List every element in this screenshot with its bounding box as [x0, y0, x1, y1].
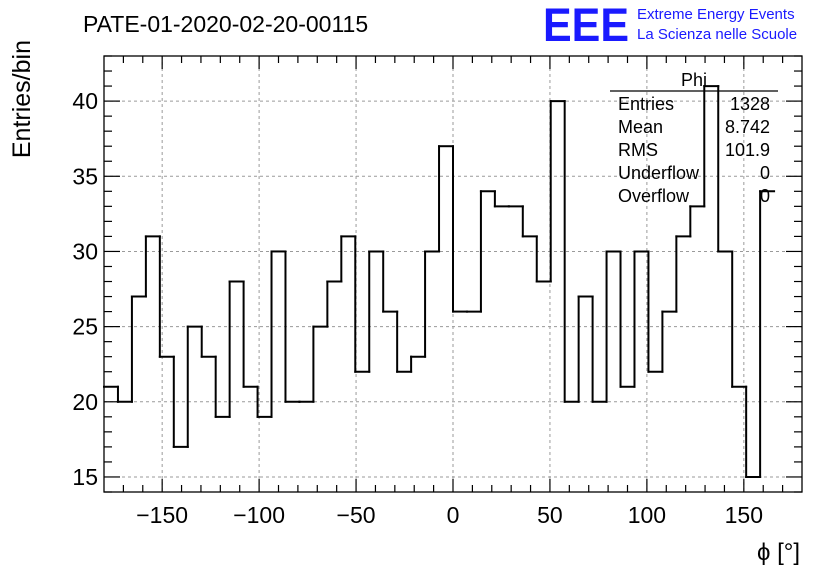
y-tick-label: 15	[72, 464, 98, 490]
x-tick-label: −50	[337, 502, 376, 528]
chart-title: PATE-01-2020-02-20-00115	[83, 11, 368, 37]
stats-row-label: Overflow	[618, 186, 690, 206]
stats-title: Phi	[681, 70, 707, 90]
x-tick-label: −150	[136, 502, 188, 528]
stats-row-value: 0	[760, 186, 770, 206]
eee-logo: EEE	[543, 0, 629, 51]
stats-row-label: Underflow	[618, 163, 700, 183]
eee-logo-line1: Extreme Energy Events	[637, 6, 795, 23]
stats-box: Phi Entries 1328 Mean 8.742 RMS 101.9 Underflo…	[610, 70, 778, 206]
y-axis-label: Entries/bin	[8, 40, 36, 158]
stats-row-value: 8.742	[725, 117, 770, 137]
y-tick-label: 40	[72, 88, 98, 114]
stats-row-value: 0	[760, 163, 770, 183]
stats-row-label: Mean	[618, 117, 663, 137]
x-tick-label: 50	[537, 502, 563, 528]
eee-logo-line2: La Scienza nelle Scuole	[637, 26, 797, 43]
x-tick-label: 150	[725, 502, 763, 528]
x-tick-label: 0	[447, 502, 460, 528]
stats-row-label: RMS	[618, 140, 658, 160]
y-tick-label: 35	[72, 163, 98, 189]
y-tick-label: 20	[72, 389, 98, 415]
stats-row-value: 1328	[730, 94, 770, 114]
y-tick-label: 30	[72, 238, 98, 264]
stats-row-label: Entries	[618, 94, 674, 114]
stats-row-value: 101.9	[725, 140, 770, 160]
y-tick-label: 25	[72, 314, 98, 340]
x-tick-label: −100	[233, 502, 285, 528]
x-axis-label: ϕ [°]	[757, 539, 800, 566]
x-tick-label: 100	[628, 502, 666, 528]
